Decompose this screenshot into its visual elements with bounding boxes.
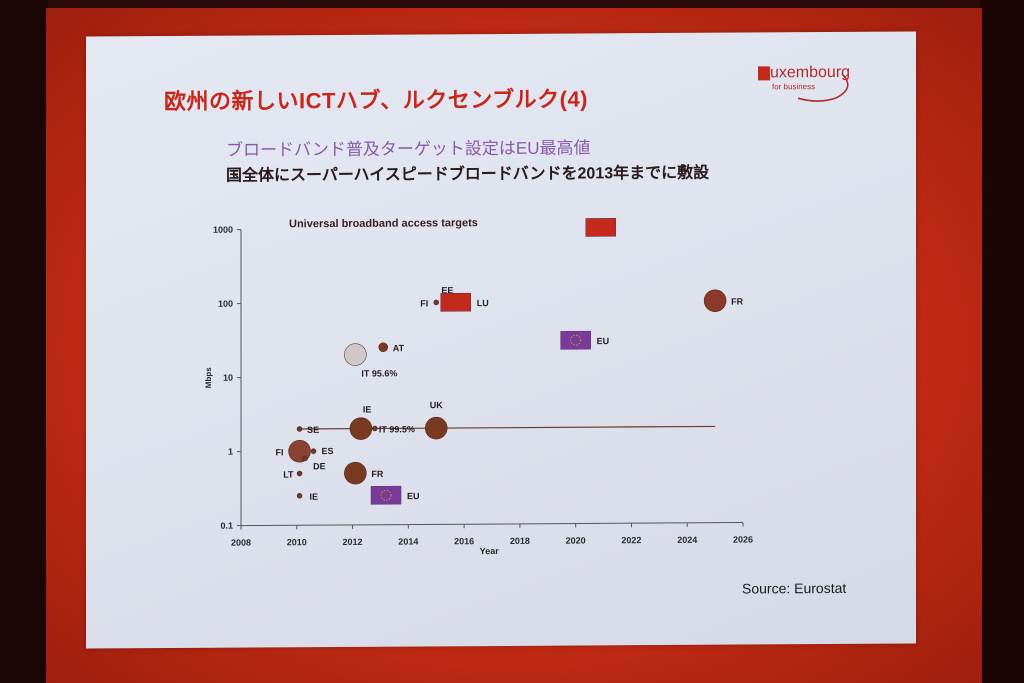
point-label: SE (307, 425, 319, 435)
x-tick-label: 2008 (231, 538, 251, 548)
point-label: LT (283, 470, 294, 480)
x-tick-label: 2026 (733, 534, 753, 544)
x-tick-label: 2022 (621, 535, 641, 545)
y-tick-label: 0.1 (220, 521, 233, 531)
data-point (433, 299, 439, 306)
data-point (703, 289, 727, 312)
point-label: UK (430, 400, 443, 410)
data-point (378, 342, 388, 353)
x-tick-label: 2010 (287, 537, 307, 547)
chart-marks: FR FI EE LU EU AT IT 95.6% SE IE IT 99.5% UK FI ES DE… (276, 218, 744, 505)
point-label: ES (322, 446, 334, 456)
source-note: Source: Eurostat (742, 579, 847, 597)
point-label: FR (371, 469, 383, 479)
chart-axes: 0.1 1 10 100 1000 2008 2010 2012 2014 2016 2018 202… (204, 217, 753, 556)
x-tick-label: 2018 (510, 536, 530, 546)
data-point (344, 461, 367, 485)
luxembourg-logo: uxembourg for business (758, 62, 868, 107)
flag-marker (370, 485, 402, 505)
data-point (296, 470, 303, 477)
data-point (310, 448, 317, 454)
data-point (296, 426, 303, 432)
presentation-slide: 欧州の新しいICTハブ、ルクセンブルク(4) ブロードバンド普及ターゲット設定は… (86, 31, 916, 649)
x-tick-label: 2012 (343, 537, 363, 547)
point-label: IT 95.6% (361, 368, 397, 378)
y-tick-label: 1000 (213, 225, 233, 235)
x-tick-label: 2016 (454, 536, 474, 546)
x-axis-line (241, 522, 743, 527)
point-label: IE (363, 405, 372, 415)
x-tick-label: 2014 (398, 537, 418, 547)
data-point (296, 493, 303, 499)
data-point (349, 417, 373, 440)
y-tick-label: 1 (228, 447, 233, 457)
chart-title: Universal broadband access targets (289, 217, 478, 230)
y-tick-label: 100 (218, 299, 233, 309)
broadband-targets-chart: 0.1 1 10 100 1000 2008 2010 2012 2014 2016 2018 202… (204, 217, 753, 556)
data-point (302, 455, 308, 462)
eu-stars-icon (570, 334, 582, 346)
eu-stars-icon (380, 489, 392, 501)
flag-marker (440, 292, 471, 312)
x-tick-label: 2024 (677, 535, 697, 545)
data-point (424, 416, 448, 440)
x-tick-label: 2020 (566, 535, 586, 545)
flag-marker (560, 330, 591, 350)
point-label: EU (407, 491, 420, 501)
point-label: IT 99.5% (379, 424, 415, 434)
point-label: FI (420, 298, 428, 308)
y-axis-label: Mbps (204, 367, 213, 388)
room-left-wall (0, 0, 48, 683)
room-right-wall (980, 0, 1024, 683)
y-tick-label: 10 (223, 373, 233, 383)
point-label: EE (441, 285, 453, 295)
point-label: IE (310, 492, 319, 502)
point-label: LU (477, 298, 489, 308)
point-label: EU (597, 336, 610, 346)
point-label: AT (393, 343, 405, 353)
point-label: FI (276, 447, 284, 457)
data-point (372, 425, 378, 432)
data-point (344, 343, 367, 366)
x-axis-label: Year (480, 546, 500, 556)
point-label: FR (731, 297, 743, 307)
flag-marker (585, 218, 617, 237)
point-label: DE (313, 461, 326, 471)
logo-swoosh-icon (797, 73, 849, 102)
